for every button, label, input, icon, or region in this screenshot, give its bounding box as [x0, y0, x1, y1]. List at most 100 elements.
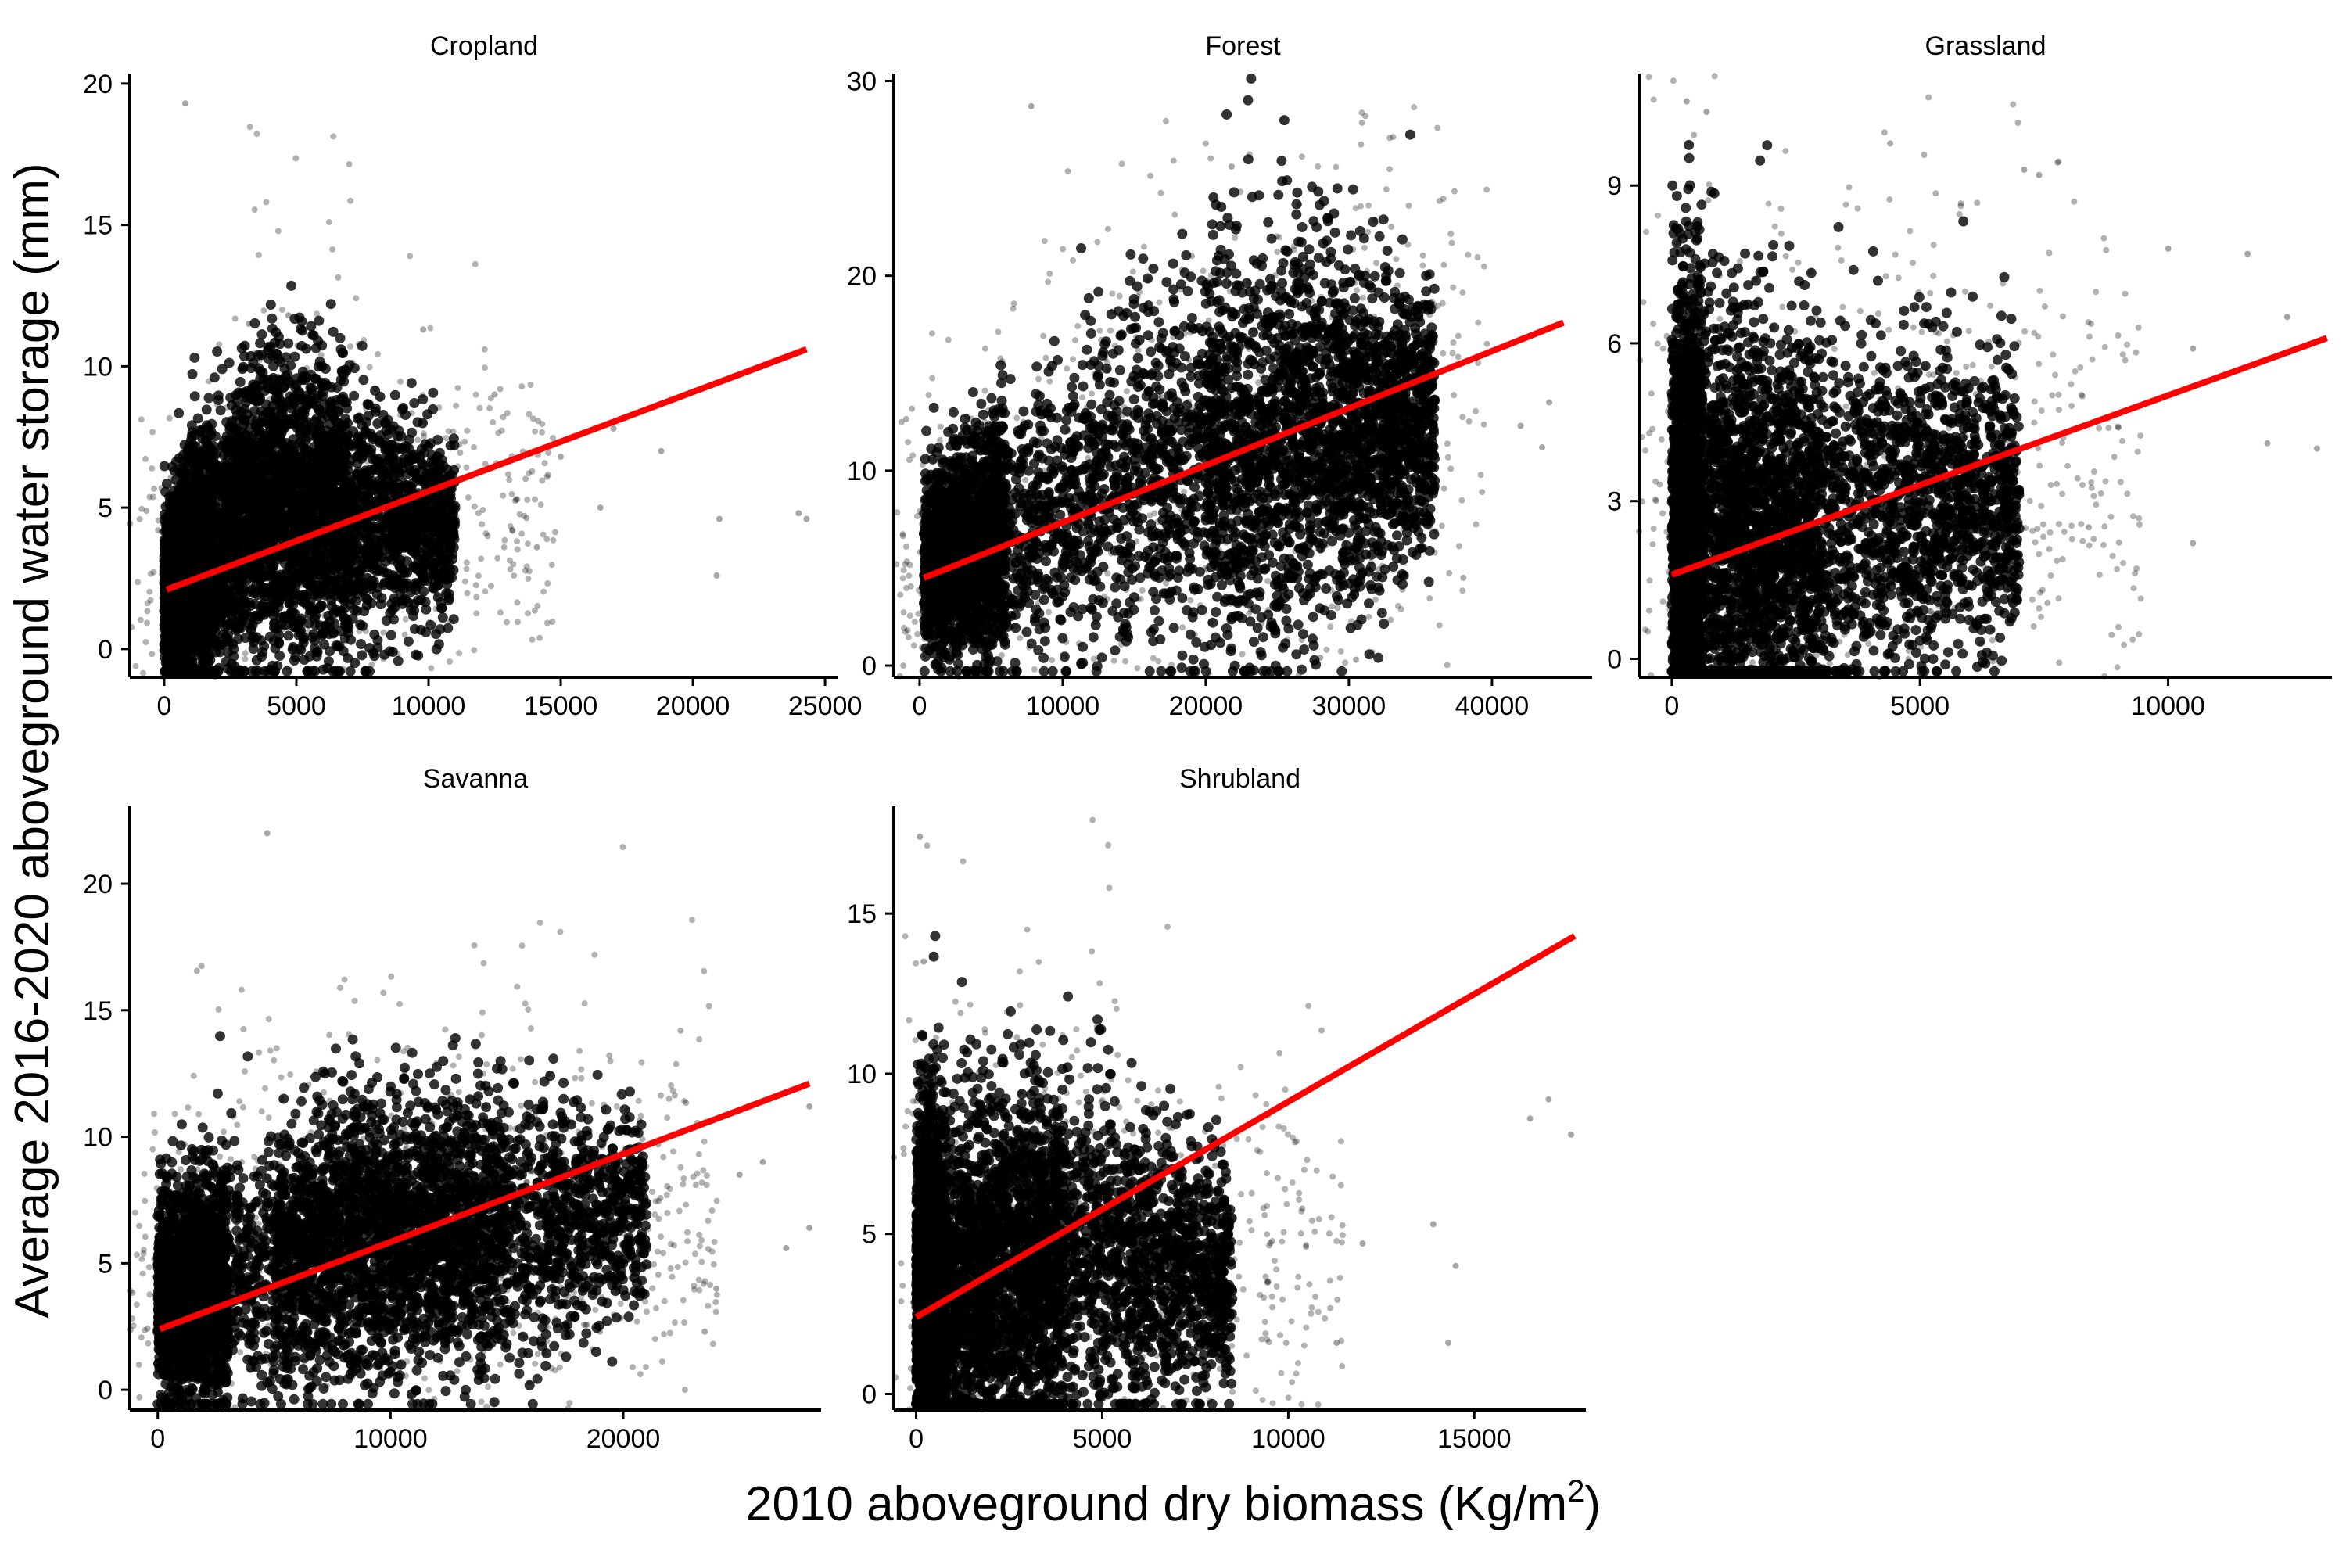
data-point [310, 619, 321, 630]
data-point [326, 601, 337, 612]
data-point [317, 664, 328, 675]
data-point [235, 376, 246, 387]
data-point [371, 589, 382, 600]
data-point [259, 640, 270, 651]
data-point [338, 347, 349, 358]
data-point [444, 505, 455, 515]
data-point [267, 313, 278, 324]
data-point [409, 623, 420, 634]
data-point [399, 457, 410, 468]
data-point [380, 556, 391, 567]
data-point [443, 623, 454, 633]
data-point [239, 340, 250, 351]
data-point [323, 656, 334, 667]
data-point [436, 552, 447, 563]
data-point [418, 568, 428, 579]
data-point [274, 339, 285, 350]
data-point [393, 467, 404, 478]
data-point [190, 429, 201, 440]
data-point [443, 595, 454, 606]
data-point [368, 648, 378, 658]
data-point [354, 568, 365, 579]
data-point [319, 639, 330, 650]
data-point [224, 357, 235, 368]
data-point [411, 649, 421, 660]
data-point [356, 475, 367, 486]
data-point [431, 644, 442, 655]
data-point [328, 326, 339, 337]
data-point [265, 300, 276, 310]
data-point [389, 389, 400, 400]
data-point [251, 655, 262, 666]
data-point [420, 597, 431, 608]
data-point [313, 335, 324, 346]
data-point [445, 540, 456, 551]
data-point [311, 538, 322, 549]
data-point [406, 378, 417, 389]
data-point [325, 299, 336, 310]
data-point [437, 612, 448, 623]
data-point [187, 368, 198, 379]
data-point [387, 570, 398, 581]
data-point [356, 639, 366, 649]
data-point [288, 642, 299, 652]
data-point [356, 432, 367, 443]
data-point [404, 536, 414, 547]
data-point [175, 483, 186, 494]
data-point [331, 640, 342, 651]
data-point [398, 403, 408, 413]
data-point [212, 346, 223, 357]
data-point [373, 565, 384, 576]
data-point [353, 412, 364, 423]
facet-title-cropland: Cropland [430, 31, 538, 61]
data-point [370, 406, 381, 417]
data-point [362, 531, 373, 541]
point-cloud-cropland [127, 100, 810, 680]
data-point [192, 413, 203, 424]
data-point [395, 587, 406, 597]
data-point [358, 442, 368, 453]
data-point [201, 404, 212, 415]
data-point [386, 580, 396, 591]
data-point [213, 390, 224, 401]
data-point [377, 512, 388, 522]
data-point [371, 551, 382, 562]
data-point [187, 479, 198, 490]
data-point [417, 543, 428, 554]
data-point [361, 548, 371, 559]
data-point [393, 655, 404, 666]
data-point [403, 636, 414, 647]
data-point [378, 490, 389, 501]
data-point [416, 505, 427, 516]
data-point [410, 523, 421, 534]
data-point [357, 650, 368, 661]
data-point [188, 440, 199, 450]
data-point [358, 375, 369, 386]
data-point [425, 438, 436, 449]
data-point [359, 606, 370, 616]
data-point [377, 470, 388, 481]
data-point [439, 569, 450, 580]
data-point [372, 635, 383, 646]
data-point [217, 364, 228, 375]
data-point [386, 424, 396, 435]
data-point [301, 343, 312, 354]
data-point [169, 648, 180, 658]
data-point [361, 495, 371, 506]
data-point [203, 393, 214, 404]
data-point [255, 338, 266, 349]
data-point [251, 393, 262, 404]
data-point [168, 531, 179, 542]
data-point [279, 363, 290, 374]
data-point [406, 605, 416, 615]
data-point [409, 468, 420, 479]
data-point [221, 417, 232, 428]
data-point [283, 338, 294, 349]
data-point [270, 643, 281, 654]
data-point [204, 650, 215, 661]
data-point [164, 638, 175, 649]
data-point [189, 391, 200, 402]
